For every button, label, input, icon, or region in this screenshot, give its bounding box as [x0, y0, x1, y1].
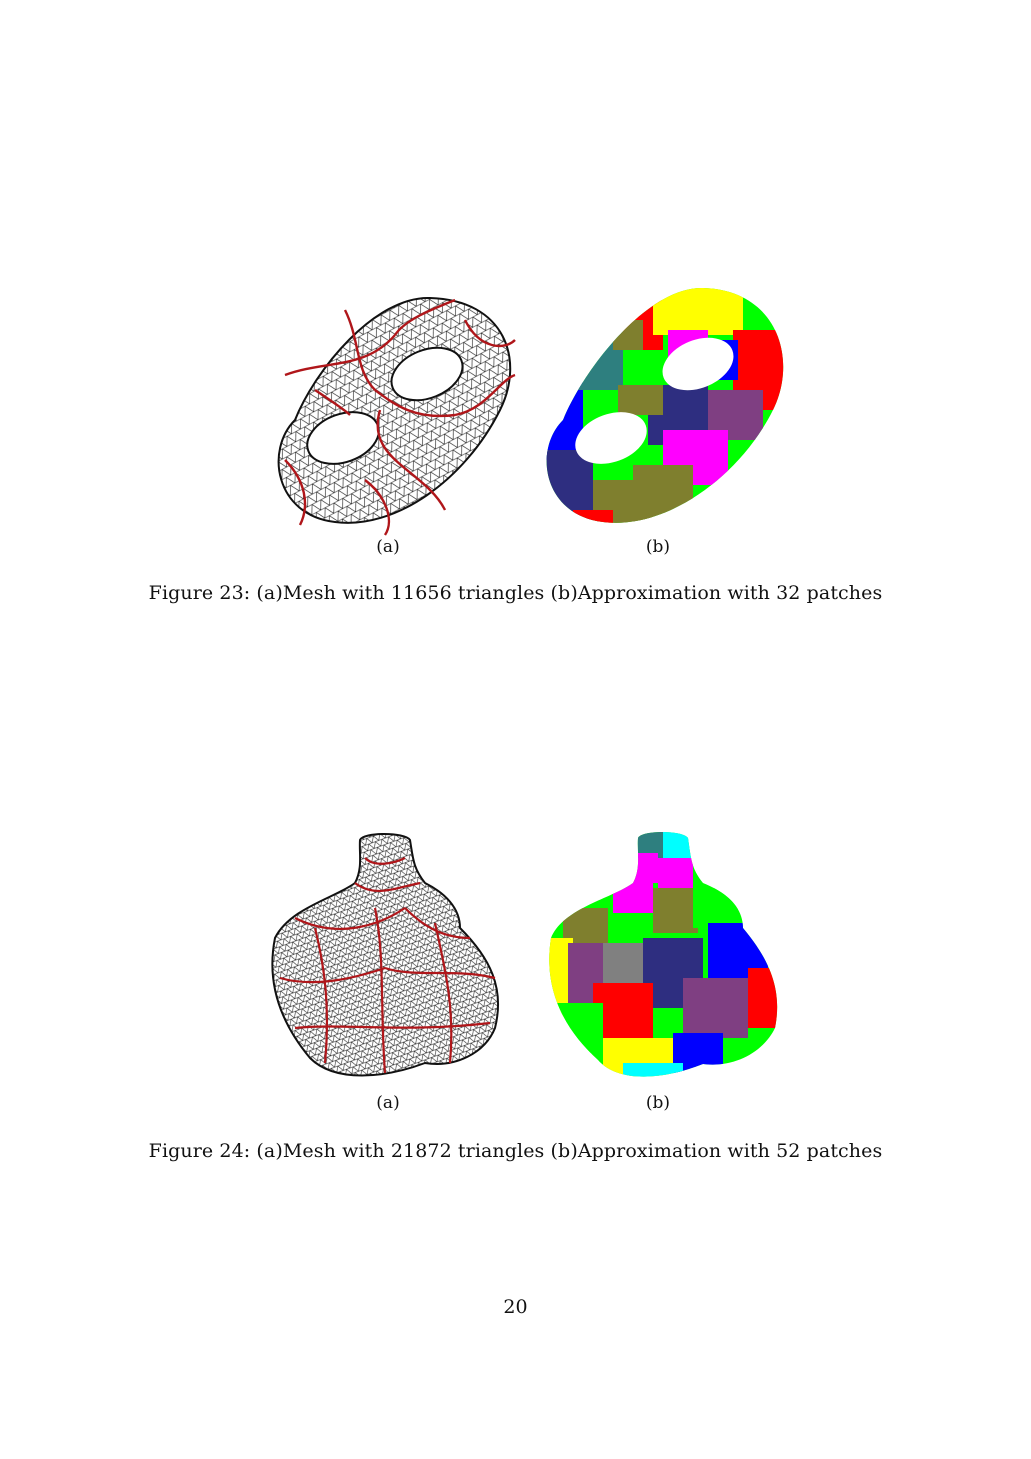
- figure-23: (a) (b): [255, 280, 795, 557]
- figure-24-caption: Figure 24: (a)Mesh with 21872 triangles …: [148, 1140, 883, 1162]
- patch-seams: [279, 857, 496, 1074]
- figure-24a-label: (a): [376, 1093, 400, 1113]
- figure-23b-label: (b): [645, 537, 671, 557]
- patch-seams: [284, 298, 516, 536]
- mesh-hole-right: [390, 346, 464, 402]
- figure-23b-patches-image: [546, 287, 784, 523]
- figure-24b-label: (b): [645, 1093, 671, 1113]
- figure-23-caption: Figure 23: (a)Mesh with 11656 triangles …: [148, 582, 883, 604]
- patch-hole-right: [662, 337, 734, 391]
- figure-23a-label: (a): [376, 537, 400, 557]
- patch-hole-left: [575, 412, 647, 464]
- page-number: 20: [503, 1296, 528, 1318]
- figure-24: (a) (b): [255, 828, 795, 1113]
- figure-24b-patches-image: [549, 832, 778, 1077]
- figure-23a-mesh-image: [277, 296, 516, 536]
- figure-24a-mesh-image: [271, 833, 500, 1077]
